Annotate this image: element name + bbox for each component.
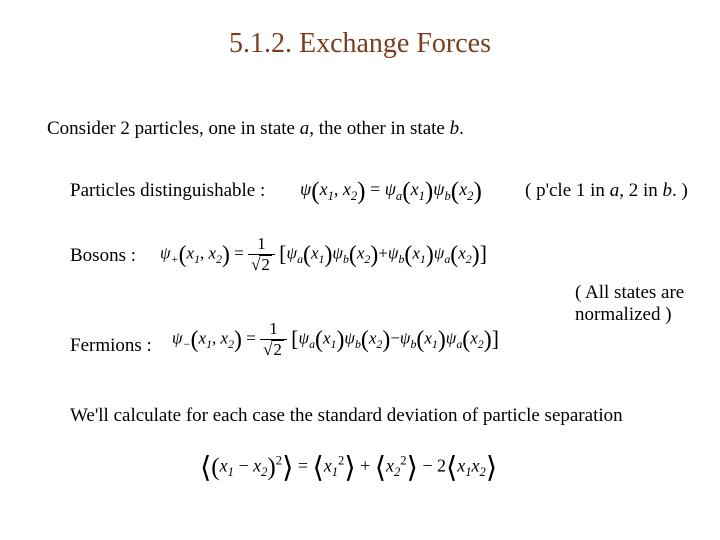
state-b: b bbox=[450, 118, 460, 139]
normalized-note-l1: ( All states are bbox=[575, 282, 684, 304]
note-a: a bbox=[610, 180, 620, 201]
intro-line: Consider 2 particles, one in state a, th… bbox=[47, 118, 464, 140]
distinguishable-note: ( p'cle 1 in a, 2 in b. ) bbox=[525, 180, 688, 202]
fermions-formula: ψ−(x1, x2) = 1√2 [ψa(x1)ψb(x2)−ψb(x1)ψa(… bbox=[172, 320, 499, 359]
bosons-formula: ψ+(x1, x2) = 1√2 [ψa(x1)ψb(x2)+ψb(x1)ψa(… bbox=[160, 235, 487, 274]
slide-title: 5.1.2. Exchange Forces bbox=[0, 28, 720, 60]
normalized-note-l2: normalized ) bbox=[575, 304, 672, 326]
note-b: b bbox=[662, 180, 672, 201]
state-a: a bbox=[300, 118, 310, 139]
intro-mid: , the other in state bbox=[309, 118, 449, 139]
intro-prefix: Consider 2 particles, one in state bbox=[47, 118, 300, 139]
fermions-label: Fermions : bbox=[70, 335, 152, 357]
bosons-label: Bosons : bbox=[70, 245, 136, 267]
note-suffix: . ) bbox=[672, 180, 688, 201]
distinguishable-formula: ψ(x1, x2) = ψa(x1)ψb(x2) bbox=[300, 178, 482, 206]
slide: 5.1.2. Exchange Forces Consider 2 partic… bbox=[0, 0, 720, 540]
expectation-formula: ⟨(x1 − x2)2⟩ = ⟨x12⟩ + ⟨x22⟩ − 2⟨x1x2⟩ bbox=[200, 450, 497, 485]
note-prefix: ( p'cle 1 in bbox=[525, 180, 610, 201]
note-mid: , 2 in bbox=[619, 180, 662, 201]
conclusion-line: We'll calculate for each case the standa… bbox=[70, 405, 623, 427]
distinguishable-label: Particles distinguishable : bbox=[70, 180, 265, 202]
intro-suffix: . bbox=[459, 118, 464, 139]
